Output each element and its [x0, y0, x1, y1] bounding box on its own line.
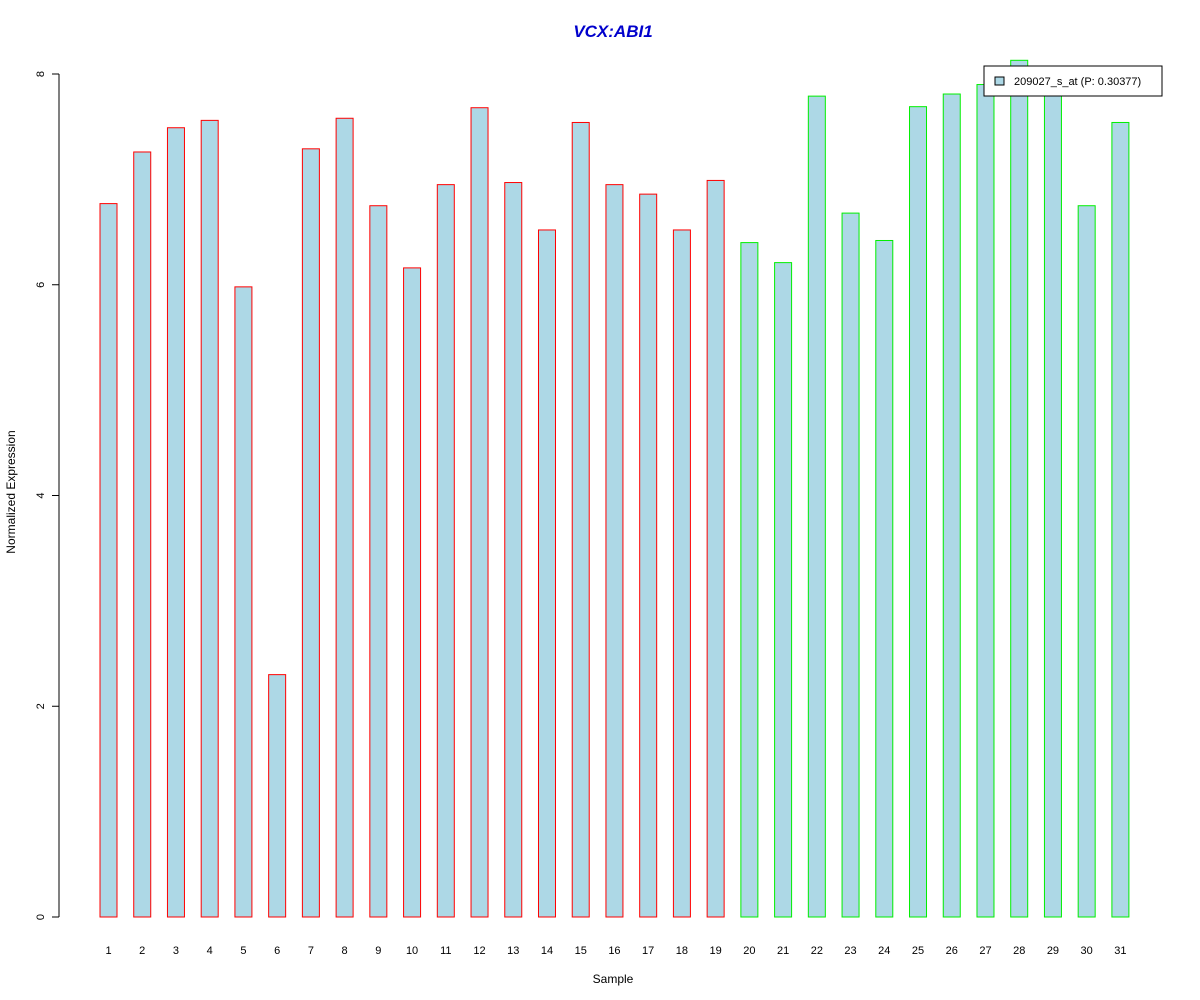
bar-sample-18	[672, 229, 691, 918]
x-tick-label: 9	[375, 945, 381, 957]
x-tick-label: 17	[642, 945, 654, 957]
x-tick-label: 26	[946, 945, 958, 957]
bar-sample-22	[807, 95, 826, 918]
x-tick-label: 25	[912, 945, 924, 957]
bars-group	[99, 59, 1130, 918]
bar-sample-10	[403, 267, 422, 918]
bar-sample-5	[234, 286, 253, 918]
bar-sample-2	[133, 151, 152, 918]
legend: 209027_s_at (P: 0.30377)	[983, 65, 1163, 97]
bar-sample-11	[436, 184, 455, 918]
x-tick-label: 31	[1114, 945, 1126, 957]
x-tick-label: 20	[743, 945, 755, 957]
bar-sample-26	[942, 93, 961, 918]
bar-sample-14	[537, 229, 556, 918]
bar-sample-24	[875, 239, 894, 918]
bar-sample-25	[909, 106, 928, 918]
bar-sample-9	[369, 205, 388, 918]
x-tick-label: 11	[440, 945, 451, 957]
legend-label: 209027_s_at (P: 0.30377)	[1014, 76, 1141, 88]
bar-sample-29	[1043, 87, 1062, 918]
y-axis-label: Normalized Expression	[4, 430, 18, 553]
bar-sample-21	[774, 262, 793, 918]
bar-sample-15	[571, 121, 590, 918]
x-tick-label: 4	[207, 945, 213, 957]
x-tick-label: 23	[844, 945, 856, 957]
legend-swatch	[994, 76, 1005, 86]
x-tick-label: 29	[1047, 945, 1059, 957]
bar-sample-17	[639, 193, 658, 918]
x-tick-label: 22	[811, 945, 823, 957]
x-tick-label: 14	[541, 945, 553, 957]
bar-sample-3	[166, 127, 185, 918]
x-tick-label: 10	[406, 945, 418, 957]
x-tick-label: 2	[139, 945, 145, 957]
bar-sample-19	[706, 179, 725, 918]
x-tick-label: 12	[473, 945, 485, 957]
x-axis-label: Sample	[593, 972, 634, 986]
x-tick-label: 7	[308, 945, 314, 957]
x-tick-label: 19	[710, 945, 722, 957]
legend-box	[983, 65, 1163, 97]
bar-sample-27	[976, 84, 995, 918]
bar-sample-4	[200, 119, 219, 918]
bar-sample-13	[504, 182, 523, 918]
bar-sample-16	[605, 184, 624, 918]
bar-sample-7	[301, 148, 320, 918]
y-tick-label: 8	[35, 71, 47, 77]
y-tick-label: 4	[35, 492, 47, 498]
bar-sample-12	[470, 107, 489, 918]
x-tick-label: 5	[240, 945, 246, 957]
x-tick-label: 21	[777, 945, 789, 957]
x-tick-label: 16	[608, 945, 620, 957]
bar-sample-23	[841, 212, 860, 918]
x-tick-labels: 1 2 3 4 5 6 7 8 9 10 11 12 13 14 15 16 17 18 19 20 21 22 23 24 2…	[105, 945, 1126, 957]
y-tick-label: 2	[35, 703, 47, 709]
y-axis: 0 2 4 6 8	[35, 71, 60, 920]
x-tick-label: 30	[1081, 945, 1093, 957]
bar-sample-6	[268, 674, 287, 918]
bar-sample-30	[1077, 205, 1096, 918]
x-tick-label: 13	[507, 945, 519, 957]
bar-sample-28	[1010, 59, 1029, 918]
bar-sample-1	[99, 203, 118, 918]
chart-title: VCX:ABI1	[573, 22, 652, 41]
x-tick-label: 18	[676, 945, 688, 957]
bar-sample-20	[740, 242, 759, 918]
y-tick-label: 0	[35, 914, 47, 920]
x-tick-label: 27	[979, 945, 991, 957]
x-tick-label: 15	[575, 945, 587, 957]
x-tick-label: 1	[105, 945, 111, 957]
x-tick-label: 6	[274, 945, 280, 957]
y-tick-label: 6	[35, 282, 47, 288]
x-tick-label: 3	[173, 945, 179, 957]
x-tick-label: 8	[342, 945, 348, 957]
bar-sample-8	[335, 117, 354, 918]
bar-sample-31	[1111, 121, 1130, 918]
x-tick-label: 24	[878, 945, 890, 957]
x-tick-label: 28	[1013, 945, 1025, 957]
